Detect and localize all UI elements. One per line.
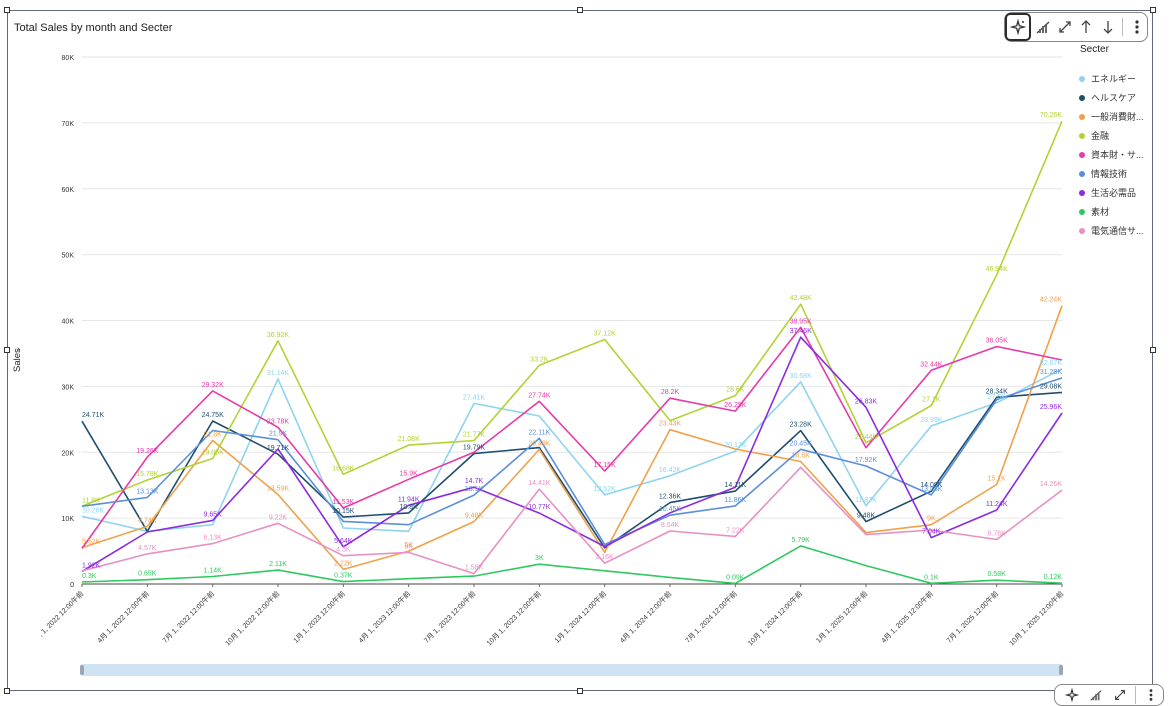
- y-axis-label: Sales: [12, 348, 23, 372]
- sparkle-icon: [1009, 19, 1026, 35]
- legend-item[interactable]: ヘルスケア: [1079, 88, 1149, 107]
- legend-label: 電気通信サ...: [1091, 226, 1144, 236]
- legend-title: Secter: [1080, 44, 1109, 55]
- resize-handle-left[interactable]: [4, 347, 10, 353]
- chart-type-icon: [1090, 690, 1102, 701]
- legend-item[interactable]: 金融: [1079, 126, 1149, 145]
- legend-item[interactable]: 一般消費財...: [1079, 107, 1149, 126]
- chart-title: Total Sales by month and Secter: [14, 22, 173, 34]
- legend-item[interactable]: 資本財・サ...: [1079, 145, 1149, 164]
- legend-label: エネルギー: [1091, 74, 1137, 84]
- toolbar-separator: [1135, 686, 1136, 704]
- legend-label: ヘルスケア: [1091, 93, 1137, 103]
- more-options-icon: [1149, 689, 1153, 701]
- legend-swatch: [1079, 132, 1085, 139]
- expand-button[interactable]: [1055, 16, 1075, 38]
- resize-handle-top-left[interactable]: [4, 7, 10, 13]
- sort-descending-button[interactable]: [1098, 16, 1118, 38]
- legend-label: 一般消費財...: [1091, 112, 1144, 122]
- legend-item[interactable]: 素材: [1079, 202, 1149, 221]
- legend-label: 金融: [1091, 131, 1110, 141]
- resize-handle-bottom-left[interactable]: [4, 688, 10, 694]
- x-axis-scrollbar[interactable]: [80, 664, 1063, 676]
- legend-swatch: [1079, 151, 1085, 158]
- legend-item[interactable]: 情報技術: [1079, 164, 1149, 183]
- legend-swatch: [1079, 75, 1085, 82]
- expand-icon: [1058, 21, 1071, 33]
- legend-swatch: [1079, 189, 1085, 196]
- sort-descending-icon: [1103, 21, 1113, 34]
- legend-label: 情報技術: [1091, 169, 1128, 179]
- visual-toolbar: [1004, 12, 1148, 42]
- sparkle-icon: [1065, 688, 1079, 702]
- visual-toolbar-bottom: [1054, 684, 1164, 706]
- legend-swatch: [1079, 208, 1085, 215]
- resize-handle-top-right[interactable]: [1150, 7, 1156, 13]
- resize-handle-right[interactable]: [1150, 347, 1156, 353]
- sort-ascending-button[interactable]: [1076, 16, 1096, 38]
- legend-swatch: [1079, 94, 1085, 101]
- chart-type-icon: [1036, 21, 1050, 34]
- chart-type-button[interactable]: [1033, 16, 1053, 38]
- chevron-right-icon[interactable]: ›: [17, 344, 21, 355]
- more-options-icon: [1135, 20, 1139, 34]
- legend-swatch: [1079, 227, 1085, 234]
- sparkle-button-bottom[interactable]: [1061, 684, 1083, 706]
- scrollbar-handle-right[interactable]: [1059, 665, 1063, 675]
- chart-type-button-bottom[interactable]: [1085, 684, 1107, 706]
- legend-swatch: [1079, 113, 1085, 120]
- legend-item[interactable]: 生活必需品: [1079, 183, 1149, 202]
- legend-swatch: [1079, 170, 1085, 177]
- toolbar-separator: [1122, 18, 1124, 36]
- legend-item[interactable]: 電気通信サ...: [1079, 221, 1149, 240]
- expand-button-bottom[interactable]: [1109, 684, 1131, 706]
- more-options-button[interactable]: [1127, 16, 1147, 38]
- more-options-button-bottom[interactable]: [1140, 684, 1162, 706]
- legend-label: 生活必需品: [1091, 188, 1137, 198]
- resize-handle-bottom[interactable]: [577, 688, 583, 694]
- legend-label: 素材: [1091, 207, 1110, 217]
- scrollbar-handle-left[interactable]: [80, 665, 84, 675]
- sort-ascending-icon: [1081, 20, 1091, 33]
- sparkle-button[interactable]: [1005, 13, 1031, 41]
- legend-label: 資本財・サ...: [1091, 150, 1144, 160]
- expand-icon: [1115, 690, 1125, 700]
- visual-frame[interactable]: [7, 10, 1153, 691]
- legend-item[interactable]: エネルギー: [1079, 69, 1149, 88]
- resize-handle-top[interactable]: [577, 7, 583, 13]
- legend: エネルギーヘルスケア一般消費財... 金融資本財・サ... 情報技術生活必需品素材電…: [1079, 69, 1149, 240]
